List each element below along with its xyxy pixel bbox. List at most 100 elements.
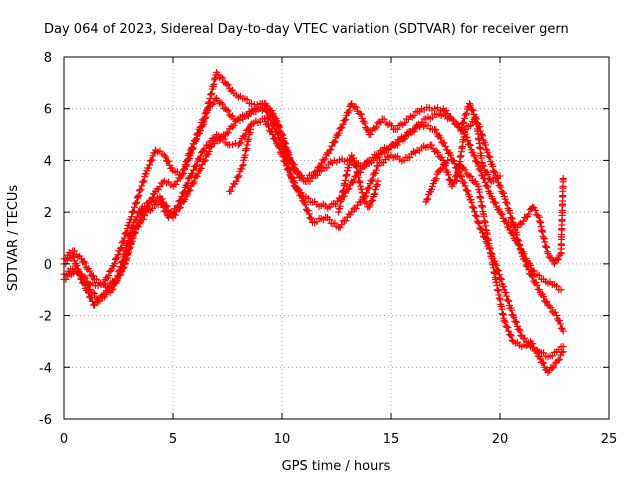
data-point (547, 304, 555, 312)
data-point (466, 141, 474, 149)
data-point (294, 184, 302, 192)
data-point (525, 210, 533, 218)
data-point (392, 139, 400, 147)
data-point (371, 186, 379, 194)
data-point (122, 229, 130, 237)
data-point (371, 169, 379, 177)
data-point (282, 146, 290, 154)
data-point (449, 116, 457, 124)
data-point (148, 156, 156, 164)
data-point (86, 267, 94, 275)
data-point (528, 271, 536, 279)
data-point (442, 159, 450, 167)
data-point (529, 273, 537, 281)
data-point (80, 258, 88, 266)
data-point (291, 179, 299, 187)
data-point (473, 158, 481, 166)
data-point (201, 156, 209, 164)
data-point (305, 210, 313, 218)
data-point (533, 348, 541, 356)
data-point (529, 340, 537, 348)
data-point (145, 161, 153, 169)
data-point (178, 170, 186, 178)
y-tick-label: -6 (39, 413, 52, 428)
data-point (488, 195, 496, 203)
data-point (284, 165, 292, 173)
data-point (119, 264, 127, 272)
data-point (130, 207, 138, 215)
data-point (454, 120, 462, 128)
data-point (393, 125, 401, 133)
data-point (486, 189, 494, 197)
data-point (469, 148, 477, 156)
data-point (471, 153, 479, 161)
data-point (484, 183, 492, 191)
data-point (550, 363, 558, 371)
data-point (507, 214, 515, 222)
data-point (536, 355, 544, 363)
data-point (275, 144, 283, 152)
data-point (444, 171, 452, 179)
data-point (486, 153, 494, 161)
data-point (275, 142, 283, 150)
data-point (127, 240, 135, 248)
data-point (342, 116, 350, 124)
data-point (517, 246, 525, 254)
data-point (506, 331, 514, 339)
data-point (111, 260, 119, 268)
data-point (440, 139, 448, 147)
data-point (432, 147, 440, 155)
data-point (265, 122, 273, 130)
data-point (475, 220, 483, 228)
data-point (124, 250, 132, 258)
data-point (162, 208, 170, 216)
data-point (365, 184, 373, 192)
x-tick-label: 0 (60, 432, 68, 447)
data-point (118, 239, 126, 247)
data-point (541, 242, 549, 250)
data-point (460, 114, 468, 122)
data-point (285, 151, 293, 159)
data-point (280, 138, 288, 146)
data-point (137, 186, 145, 194)
data-point (186, 174, 194, 182)
data-point (367, 130, 375, 138)
data-point (388, 122, 396, 130)
data-point (135, 191, 143, 199)
data-point (360, 194, 368, 202)
data-point (74, 265, 82, 273)
data-point (117, 244, 125, 252)
data-point (424, 195, 432, 203)
data-point (237, 139, 245, 147)
data-point (193, 172, 201, 180)
data-point (205, 141, 213, 149)
data-point (535, 272, 543, 280)
data-point (478, 225, 486, 233)
data-point (461, 182, 469, 190)
data-point (497, 183, 505, 191)
data-point (525, 266, 533, 274)
data-point (509, 312, 517, 320)
data-point (508, 215, 516, 223)
data-point (345, 107, 353, 115)
data-point (457, 124, 465, 132)
data-point (503, 198, 511, 206)
data-point (89, 288, 97, 296)
data-point (282, 145, 290, 153)
data-point (130, 203, 138, 211)
data-point (363, 125, 371, 133)
data-point (132, 200, 140, 208)
data-point (125, 218, 133, 226)
x-tick-label: 25 (601, 432, 618, 447)
data-point (192, 161, 200, 169)
data-point (544, 250, 552, 258)
data-point (516, 327, 524, 335)
data-point (295, 188, 303, 196)
data-point (148, 204, 156, 212)
data-point (432, 175, 440, 183)
data-point (274, 120, 282, 128)
data-point (498, 210, 506, 218)
data-point (551, 260, 558, 268)
data-point (325, 149, 333, 157)
data-point (444, 156, 452, 164)
